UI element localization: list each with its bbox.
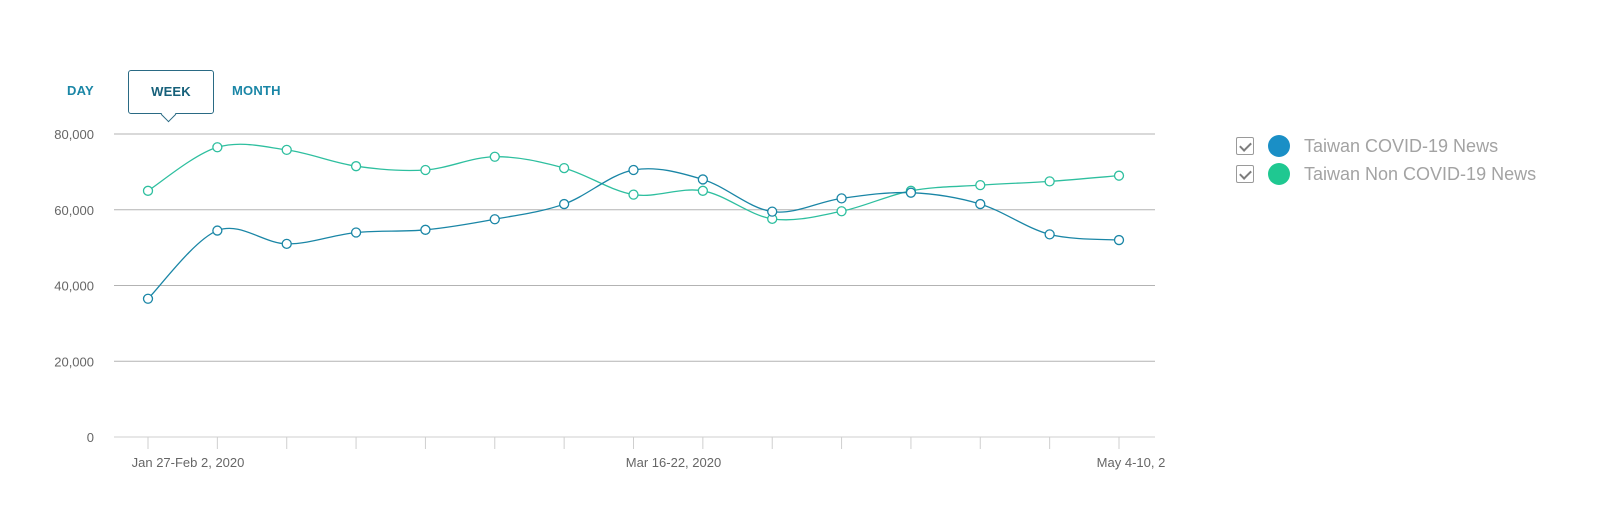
legend-swatch-covid: [1268, 135, 1290, 157]
data-point: [1113, 170, 1125, 181]
data-point: [767, 206, 778, 217]
x-tick-label: May 4-10, 2: [1097, 455, 1166, 470]
data-point: [1044, 229, 1055, 240]
data-point: [420, 224, 431, 235]
data-point: [350, 161, 362, 172]
legend-label-non-covid: Taiwan Non COVID-19 News: [1304, 164, 1537, 184]
y-tick-label: 40,000: [54, 279, 94, 294]
data-point: [489, 151, 500, 162]
data-point: [420, 164, 431, 176]
data-point: [142, 185, 154, 196]
data-point: [558, 198, 570, 210]
data-point: [212, 225, 223, 236]
data-point: [212, 142, 223, 153]
line-chart: 0 20,000 40,000 60,000 80,000 Jan 27-Feb 2, …: [54, 127, 1166, 470]
data-point: [350, 227, 362, 238]
data-point: [489, 214, 500, 225]
tab-day[interactable]: DAY: [67, 83, 94, 98]
x-axis: Jan 27-Feb 2, 2020 Mar 16-22, 2020 May 4-1…: [114, 436, 1166, 470]
legend-label-covid: Taiwan COVID-19 News: [1304, 136, 1499, 156]
data-point: [628, 164, 639, 176]
data-point: [836, 206, 847, 217]
data-point: [281, 238, 292, 249]
chart-grid: [114, 133, 1155, 362]
y-tick-label: 80,000: [54, 127, 94, 142]
series-points: [142, 142, 1125, 304]
data-point: [1044, 176, 1055, 187]
y-tick-label: 60,000: [54, 203, 94, 218]
data-point: [905, 187, 917, 198]
tab-week-label: WEEK: [151, 84, 191, 99]
data-point: [142, 293, 154, 304]
y-tick-label: 0: [87, 430, 94, 445]
legend-checkbox-covid[interactable]: [1236, 137, 1254, 155]
data-point: [281, 144, 292, 156]
legend-swatch-non-covid: [1268, 163, 1290, 185]
data-point: [975, 179, 986, 191]
data-point: [1113, 234, 1125, 246]
series-line-1: [147, 143, 1120, 221]
data-point: [836, 193, 847, 204]
x-tick-label: Mar 16-22, 2020: [626, 455, 721, 470]
tab-week[interactable]: WEEK: [128, 70, 214, 123]
data-point: [697, 174, 709, 185]
data-point: [697, 185, 709, 196]
data-point: [558, 162, 570, 174]
check-icon: [1239, 167, 1252, 180]
y-axis-ticks: 0 20,000 40,000 60,000 80,000: [54, 127, 94, 445]
y-tick-label: 20,000: [54, 354, 94, 369]
legend-checkbox-non-covid[interactable]: [1236, 165, 1254, 183]
x-tick-label: Jan 27-Feb 2, 2020: [132, 455, 245, 470]
tab-month[interactable]: MONTH: [232, 83, 281, 98]
series-line-0: [147, 168, 1120, 300]
data-point: [975, 198, 986, 210]
data-point: [628, 189, 639, 200]
check-icon: [1239, 139, 1252, 152]
